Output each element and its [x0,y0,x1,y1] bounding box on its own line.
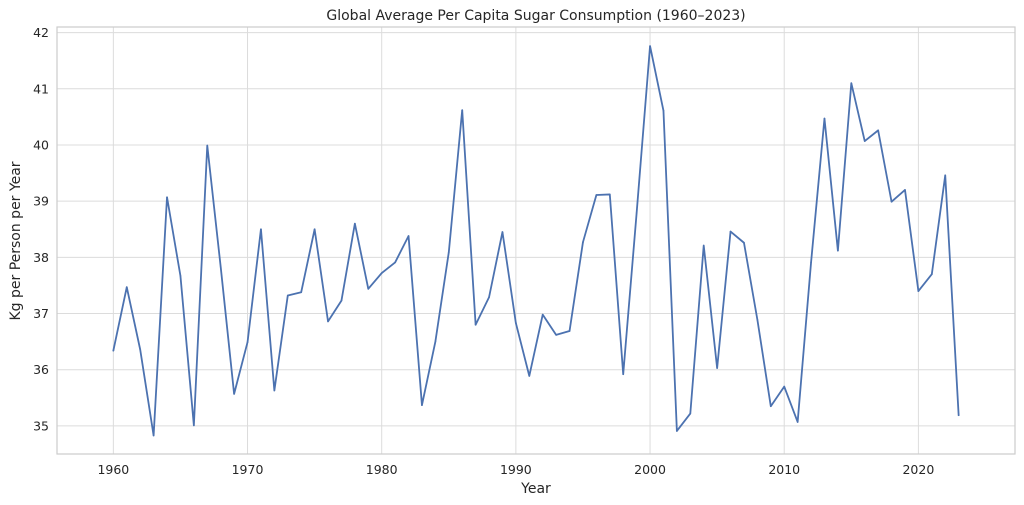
y-axis-label: Kg per Person per Year [8,161,24,320]
y-tick-label: 37 [33,306,49,321]
x-tick-label: 1960 [97,462,129,477]
y-tick-label: 40 [33,137,49,152]
data-point [273,389,276,392]
data-point [340,299,343,302]
data-point [421,404,423,406]
y-tick-label: 36 [33,362,49,377]
data-point [837,249,839,252]
x-tick-label: 2000 [634,462,666,477]
data-point [850,82,853,84]
data-point [917,290,920,292]
data-point [904,189,906,191]
data-point [152,434,155,437]
data-point [367,288,370,290]
data-point [394,261,396,264]
x-axis-label: Year [520,481,551,497]
data-point [729,230,732,233]
data-point [233,393,235,395]
data-point [300,291,302,293]
x-tick-label: 2020 [902,462,934,477]
data-point [622,373,625,376]
data-point [447,251,450,254]
series-layer [112,45,960,437]
data-point [649,45,651,47]
x-tick-label: 2010 [768,462,800,477]
x-tick-label: 1970 [232,462,264,477]
data-point [246,341,249,343]
data-point [555,334,557,336]
data-point [139,348,141,351]
data-point [260,228,262,231]
data-point [206,144,209,147]
data-point [125,286,128,288]
data-point [193,424,195,427]
data-point [582,241,584,243]
data-point [528,375,531,377]
data-point [488,296,490,299]
data-point [890,200,893,203]
x-tick-label: 1990 [500,462,532,477]
data-point [944,174,947,177]
data-point [474,323,477,326]
y-tick-label: 39 [33,194,49,209]
data-point [756,318,759,321]
data-point [166,196,168,199]
data-point [327,320,329,323]
series-line-0 [112,45,960,437]
data-point [515,322,517,324]
data-point [743,241,745,244]
grid [57,27,1015,454]
data-point [286,294,289,297]
y-tick-label: 38 [33,250,49,265]
data-point [434,340,437,343]
data-point [354,222,356,225]
plot-frame [56,26,1016,455]
y-tick-label: 42 [33,25,49,40]
chart-title: Global Average Per Capita Sugar Consumpt… [326,8,745,24]
data-point [541,313,544,316]
data-point [702,244,705,247]
data-point [380,272,383,274]
data-point [461,109,464,111]
data-point [863,140,866,142]
data-point [595,194,598,196]
data-point [770,405,772,408]
data-point [501,231,504,233]
y-tick-label: 41 [33,81,49,96]
data-point [112,349,115,352]
data-point [877,129,879,132]
data-point [568,330,571,332]
data-point [219,266,222,268]
data-point [179,275,182,277]
data-point [957,414,960,417]
data-point [689,412,692,415]
data-point [783,385,786,388]
data-point [608,193,611,196]
y-axis-ticks: 35 36 37 38 39 40 41 42 [33,25,49,433]
x-axis-ticks: 1960 1970 1980 1990 2000 2010 2020 [97,462,934,477]
x-tick-label: 1980 [366,462,398,477]
data-point [676,430,678,432]
data-point [796,421,799,423]
data-point [823,117,826,120]
y-tick-label: 35 [33,418,49,433]
data-point [313,228,316,231]
data-point [662,109,665,112]
data-point [635,212,638,214]
data-point [931,273,933,276]
data-point [716,367,718,369]
data-point [810,261,812,264]
data-point [407,235,410,237]
